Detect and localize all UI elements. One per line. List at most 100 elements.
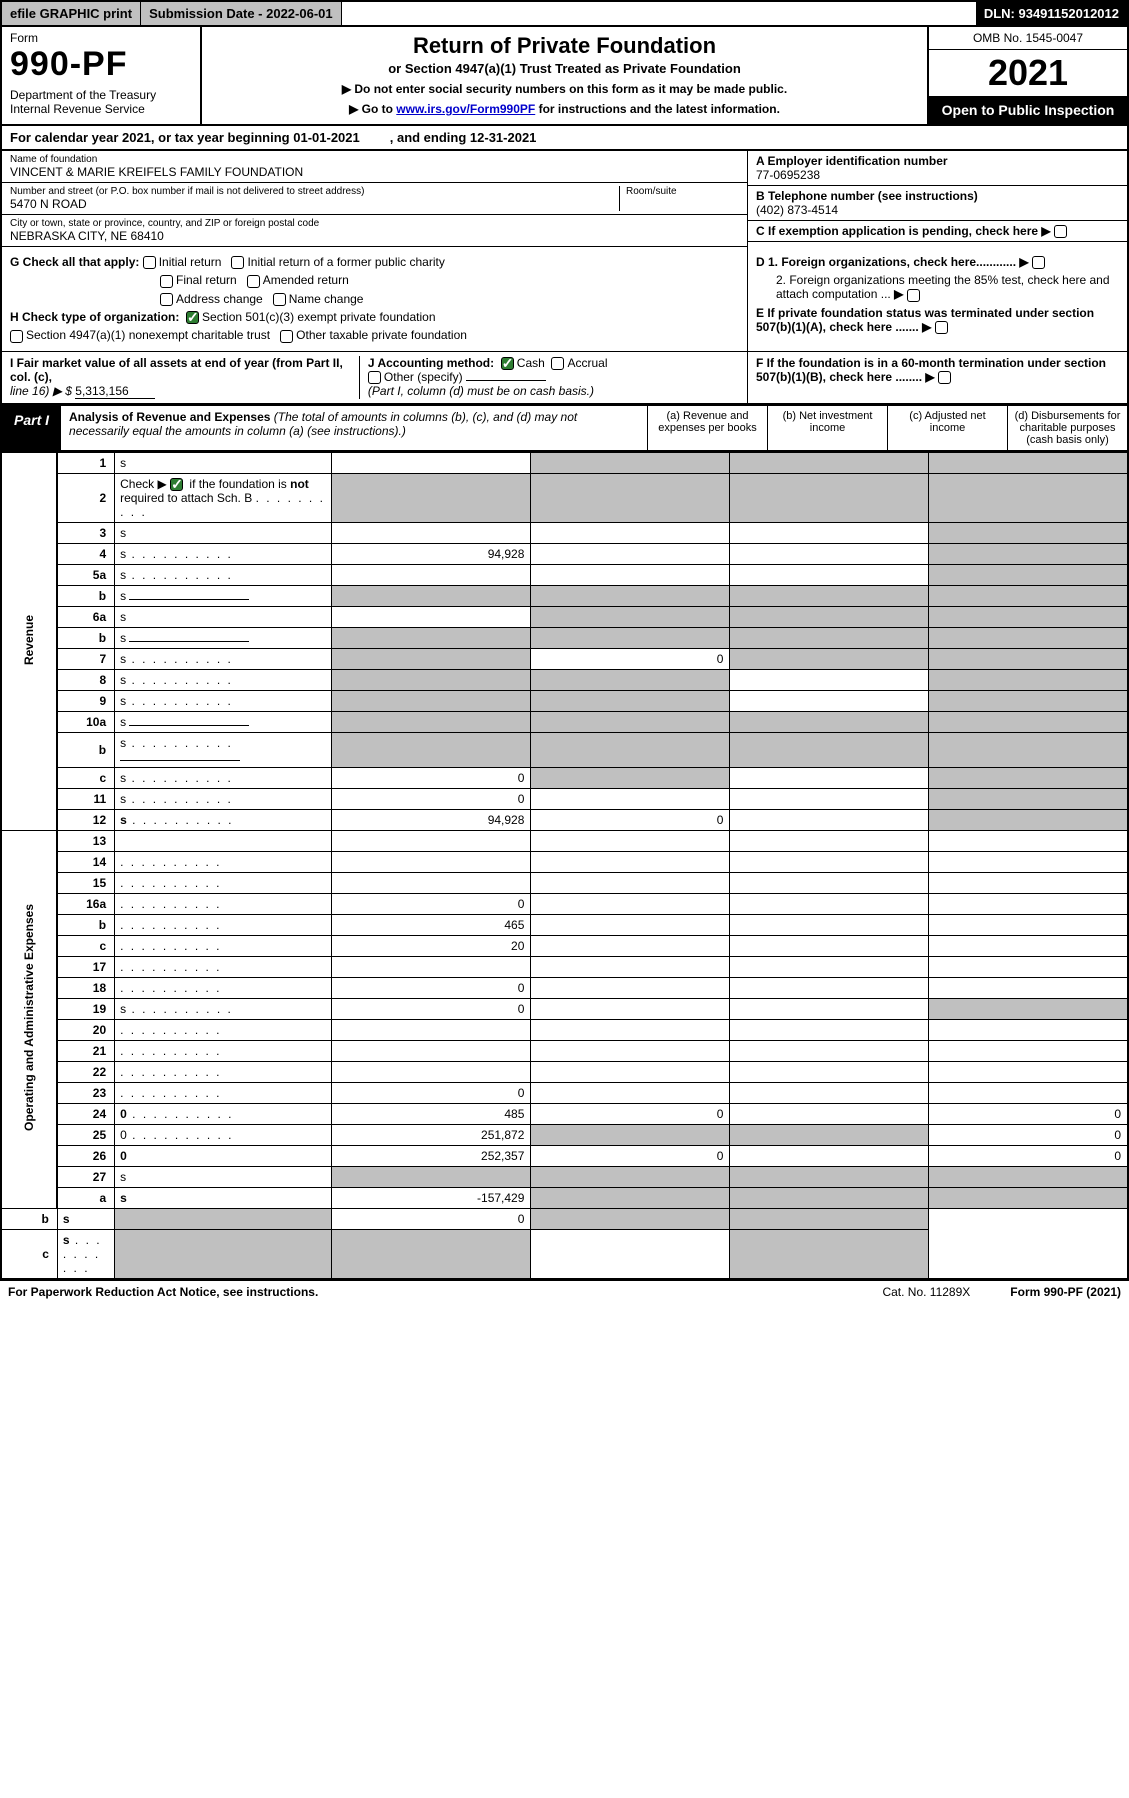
cell-b: 0	[531, 1103, 730, 1124]
row-number: 15	[57, 872, 114, 893]
cell-a	[332, 648, 531, 669]
cell-a	[332, 473, 531, 522]
g-section: G Check all that apply: Initial return I…	[10, 255, 739, 269]
g-initial-former-checkbox[interactable]	[231, 256, 244, 269]
row-number: 20	[57, 1019, 114, 1040]
g-final-checkbox[interactable]	[160, 275, 173, 288]
cell-c	[730, 956, 929, 977]
cell-a: 252,357	[332, 1145, 531, 1166]
cell-a	[332, 1019, 531, 1040]
catalog-number: Cat. No. 11289X	[882, 1285, 970, 1299]
dln: DLN: 93491152012012	[976, 2, 1127, 25]
cell-a: 94,928	[332, 809, 531, 830]
row-description	[115, 1019, 332, 1040]
cell-a	[332, 585, 531, 606]
dept-treasury: Department of the Treasury Internal Reve…	[10, 88, 192, 116]
efile-print-button[interactable]: efile GRAPHIC print	[2, 2, 141, 25]
row-number: 2	[57, 473, 114, 522]
row-number: 11	[57, 788, 114, 809]
g-name-checkbox[interactable]	[273, 293, 286, 306]
ein-value: 77-0695238	[756, 168, 1119, 182]
cell-a: 0	[332, 977, 531, 998]
col-a-header: (a) Revenue and expenses per books	[647, 406, 767, 450]
cell-c	[730, 788, 929, 809]
e-checkbox[interactable]	[935, 321, 948, 334]
cell-d	[929, 627, 1128, 648]
row-number: 3	[57, 522, 114, 543]
cell-c	[730, 1103, 929, 1124]
row-description: s	[115, 998, 332, 1019]
g-initial-checkbox[interactable]	[143, 256, 156, 269]
row-number: 13	[57, 830, 114, 851]
h-section: H Check type of organization: Section 50…	[10, 310, 739, 324]
j-accrual-checkbox[interactable]	[551, 357, 564, 370]
cell-b	[531, 564, 730, 585]
cell-a: -157,429	[332, 1187, 531, 1208]
part1-header: Part I Analysis of Revenue and Expenses …	[0, 405, 1129, 452]
row-description: s	[115, 627, 332, 648]
street-address: 5470 N ROAD	[10, 197, 619, 211]
cell-b	[332, 1229, 531, 1279]
f-checkbox[interactable]	[938, 371, 951, 384]
row-number: c	[57, 767, 114, 788]
cell-a: 94,928	[332, 543, 531, 564]
cell-c	[730, 648, 929, 669]
d1-line: D 1. Foreign organizations, check here..…	[756, 255, 1119, 269]
cell-b	[531, 732, 730, 767]
row-number: 22	[57, 1061, 114, 1082]
row-description: s	[115, 669, 332, 690]
cell-b	[531, 851, 730, 872]
row-number: 9	[57, 690, 114, 711]
cell-b: 0	[531, 648, 730, 669]
cell-d	[929, 452, 1128, 473]
cell-b	[531, 914, 730, 935]
form-title: Return of Private Foundation	[212, 33, 917, 59]
j-other-checkbox[interactable]	[368, 371, 381, 384]
cell-d	[929, 648, 1128, 669]
d2-checkbox[interactable]	[907, 289, 920, 302]
row-description: s	[115, 522, 332, 543]
cell-c	[730, 977, 929, 998]
cell-b	[531, 690, 730, 711]
h-other-checkbox[interactable]	[280, 330, 293, 343]
c-checkbox[interactable]	[1054, 225, 1067, 238]
cell-d: 0	[929, 1145, 1128, 1166]
cell-a: 0	[332, 767, 531, 788]
row-description	[115, 1082, 332, 1103]
d1-checkbox[interactable]	[1032, 256, 1045, 269]
row-description: s	[115, 648, 332, 669]
instr-link: ▶ Go to www.irs.gov/Form990PF for instru…	[212, 102, 917, 116]
row-number: 23	[57, 1082, 114, 1103]
form-header: Form 990-PF Department of the Treasury I…	[0, 27, 1129, 126]
cell-d	[929, 914, 1128, 935]
row-description	[115, 830, 332, 851]
g-address-checkbox[interactable]	[160, 293, 173, 306]
c-exemption: C If exemption application is pending, c…	[748, 221, 1127, 242]
cell-d	[730, 1208, 929, 1229]
cell-b	[531, 1166, 730, 1187]
cell-c	[730, 1124, 929, 1145]
cell-d	[929, 788, 1128, 809]
row-description	[115, 872, 332, 893]
cell-b	[531, 627, 730, 648]
g-amended-checkbox[interactable]	[247, 275, 260, 288]
h-501c3-checkbox[interactable]	[186, 311, 199, 324]
row-description: Check ▶ if the foundation is not require…	[115, 473, 332, 522]
cell-c	[730, 711, 929, 732]
schb-checkbox[interactable]	[170, 478, 183, 491]
cell-d: 0	[929, 1124, 1128, 1145]
cell-a	[332, 872, 531, 893]
cell-a	[332, 1166, 531, 1187]
cell-a: 251,872	[332, 1124, 531, 1145]
cell-b	[531, 585, 730, 606]
cell-c	[730, 522, 929, 543]
row-description: 0	[115, 1124, 332, 1145]
irs-link[interactable]: www.irs.gov/Form990PF	[396, 102, 535, 116]
h-4947-checkbox[interactable]	[10, 330, 23, 343]
form-subtitle: or Section 4947(a)(1) Trust Treated as P…	[212, 61, 917, 76]
cell-a: 0	[332, 1082, 531, 1103]
row-description: s	[57, 1208, 114, 1229]
row-number: 10a	[57, 711, 114, 732]
j-cash-checkbox[interactable]	[501, 357, 514, 370]
city-state-zip: NEBRASKA CITY, NE 68410	[10, 229, 739, 243]
